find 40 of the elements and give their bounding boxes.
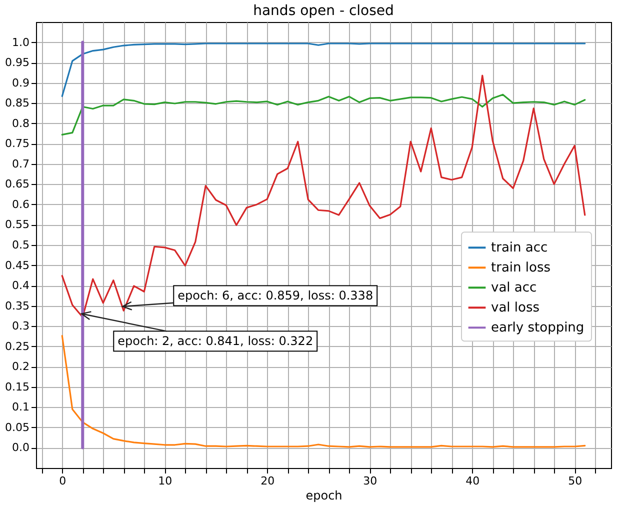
y-tick-label: 0.9 — [12, 76, 30, 90]
line-series — [61, 335, 586, 448]
y-tick-label: 0.65 — [5, 178, 30, 191]
y-tick-label: 0.3 — [12, 320, 30, 333]
x-tick-label: 0 — [59, 474, 66, 488]
y-tick-label: 0.35 — [5, 299, 30, 312]
legend-label: val acc — [491, 280, 537, 296]
y-tick-label: 1.0 — [12, 36, 30, 49]
y-tick-label: 0.85 — [5, 96, 30, 110]
y-tick-label: 0.6 — [12, 198, 30, 211]
y-tick-label: 0.8 — [12, 116, 30, 130]
legend-label: train loss — [491, 260, 551, 276]
line-series — [61, 94, 586, 136]
legend-label: train acc — [491, 240, 548, 256]
line-series — [61, 74, 586, 318]
annotation: epoch: 6, acc: 0.859, loss: 0.338 — [178, 288, 374, 303]
annotation: epoch: 2, acc: 0.841, loss: 0.322 — [118, 334, 314, 348]
legend-label: early stopping — [491, 320, 584, 336]
x-axis-title: epoch — [306, 488, 342, 502]
x-tick-label: 30 — [363, 474, 378, 488]
y-tick-label: 0.45 — [5, 258, 30, 272]
y-tick-label: 0.2 — [12, 360, 30, 374]
y-tick-label: 0.7 — [12, 157, 30, 170]
y-tick-label: 0.4 — [12, 279, 30, 292]
y-tick-label: 0.0 — [12, 441, 30, 454]
y-tick-label: 0.15 — [5, 380, 30, 394]
y-tick-label: 0.5 — [12, 238, 30, 252]
y-tick-label: 0.55 — [5, 218, 30, 232]
y-tick-label: 0.95 — [5, 56, 30, 70]
y-tick-label: 0.05 — [5, 420, 30, 434]
y-tick-label: 0.75 — [5, 137, 30, 150]
y-tick-label: 0.1 — [12, 400, 30, 414]
x-tick-label: 20 — [260, 474, 275, 488]
line-series — [61, 42, 586, 97]
y-tick-label: 0.25 — [5, 340, 30, 353]
x-tick-label: 50 — [568, 474, 582, 488]
legend-label: val loss — [491, 300, 540, 316]
x-tick-label: 40 — [466, 474, 480, 488]
chart-title: hands open - closed — [253, 3, 394, 19]
x-tick-label: 10 — [158, 474, 172, 488]
